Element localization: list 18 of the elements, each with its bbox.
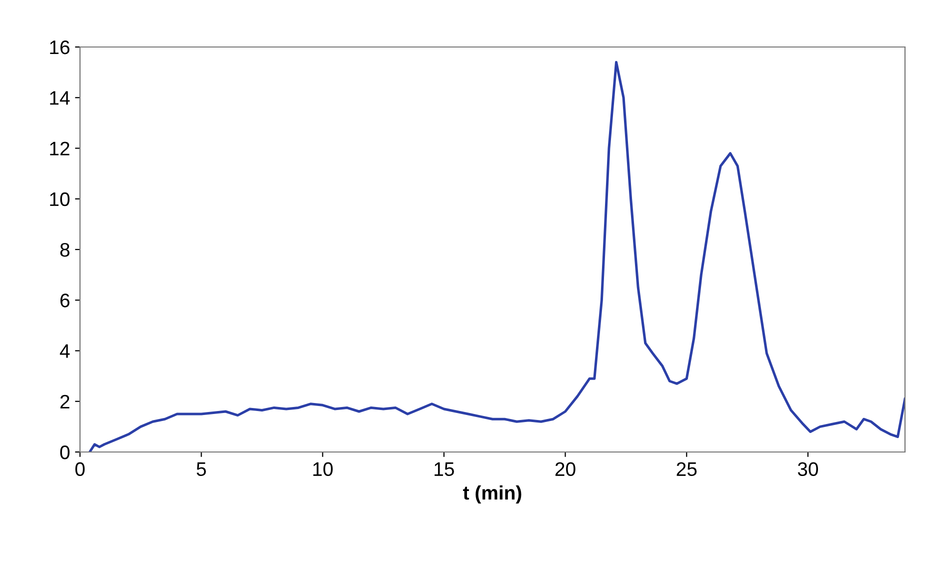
x-tick-label: 5 [196, 462, 206, 476]
x-axis-title: t (min) [463, 485, 522, 504]
y-tick-label: 0 [60, 445, 70, 460]
x-tick-label: 0 [75, 462, 85, 476]
x-tick-label: 25 [676, 462, 697, 476]
y-tick-label: 16 [50, 40, 70, 54]
y-tick-label: 2 [60, 394, 70, 408]
y-tick-label: 4 [60, 344, 70, 358]
x-tick-label: 15 [434, 462, 454, 476]
x-tick-label: 20 [555, 462, 576, 476]
y-tick-label: 10 [50, 192, 70, 206]
y-tick-label: 12 [50, 142, 70, 156]
y-tick-label: 8 [60, 242, 70, 257]
y-tick-label: 6 [60, 294, 70, 308]
line-series [88, 60, 905, 452]
y-tick-label: 14 [50, 91, 70, 105]
x-tick-label: 10 [313, 462, 333, 476]
x-tick-label: 30 [798, 462, 818, 476]
